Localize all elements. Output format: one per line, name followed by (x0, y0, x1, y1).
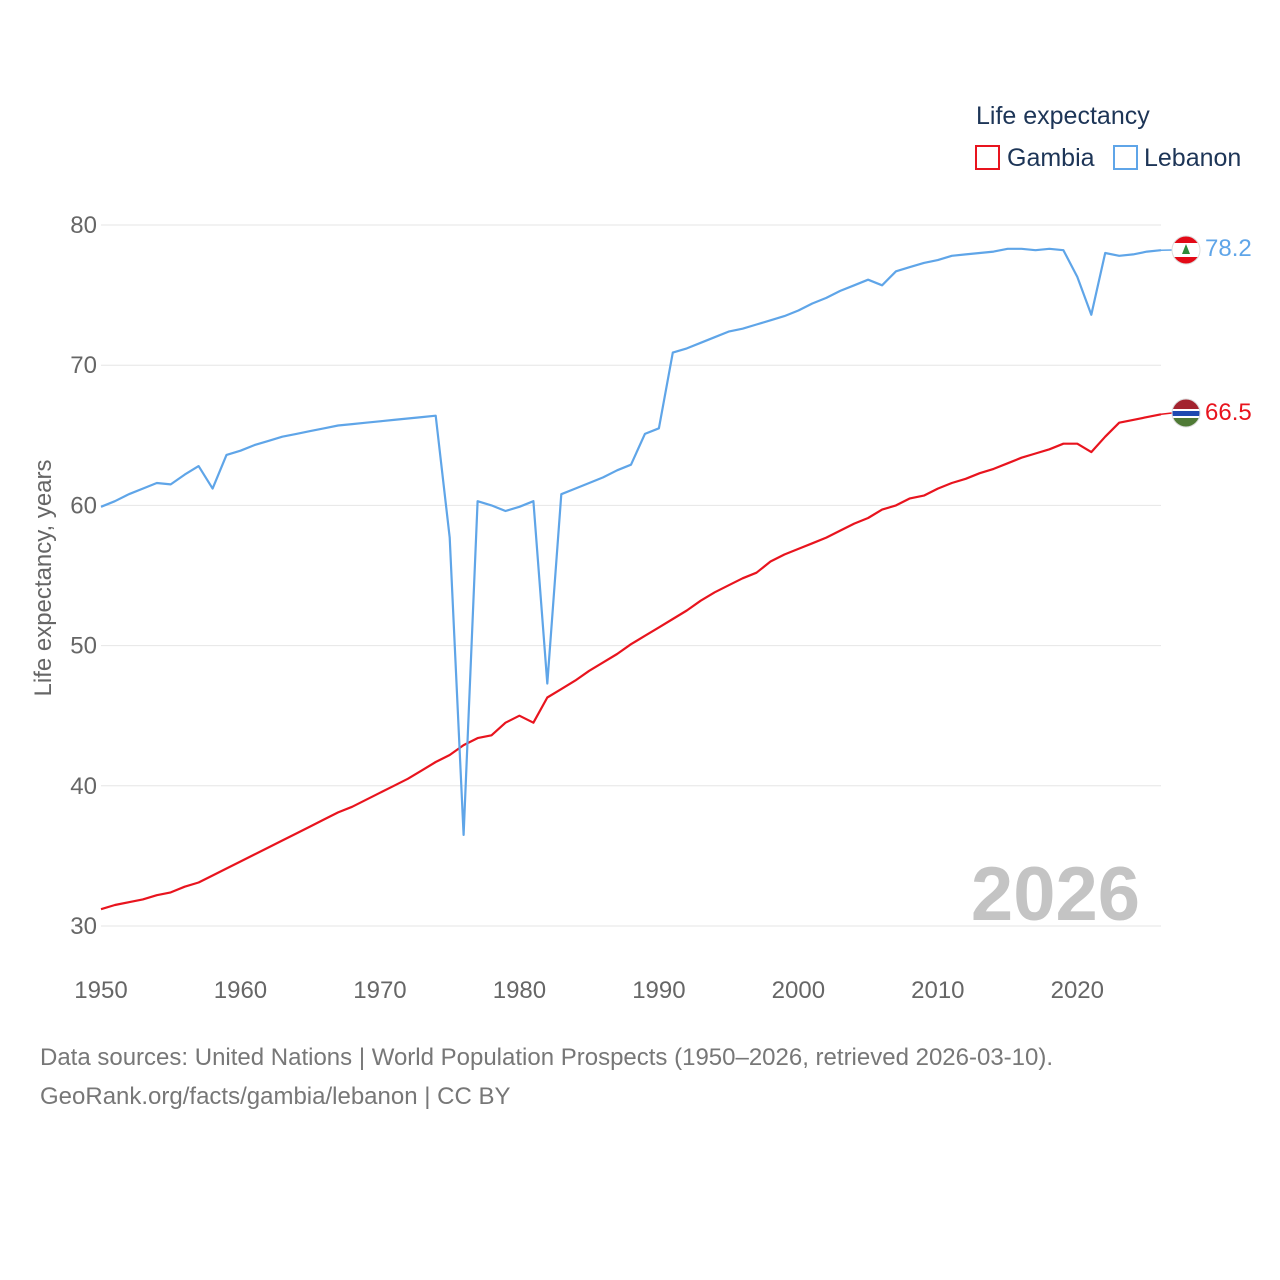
lebanon-end-value: 78.2 (1205, 235, 1252, 262)
gambia-end-value: 66.5 (1205, 399, 1252, 426)
y-tick-70: 70 (70, 352, 97, 379)
y-tick-80: 80 (70, 212, 97, 239)
legend-swatch-gambia[interactable] (975, 145, 1000, 170)
x-tick-2000: 2000 (772, 977, 825, 1004)
y-axis-label: Life expectancy, years (30, 459, 57, 696)
lebanon-flag-icon (1172, 236, 1200, 264)
x-tick-2020: 2020 (1051, 977, 1104, 1004)
grid-lines (101, 224, 1161, 927)
y-tick-40: 40 (70, 773, 97, 800)
x-tick-1970: 1970 (353, 977, 406, 1004)
y-tick-labels: 30 40 50 60 70 80 (70, 212, 97, 940)
lebanon-flag-border (1171, 235, 1201, 265)
footer-credit[interactable]: GeoRank.org/facts/gambia/lebanon | CC BY (40, 1083, 511, 1110)
x-tick-2010: 2010 (911, 977, 964, 1004)
y-tick-60: 60 (70, 492, 97, 519)
year-watermark: 2026 (971, 852, 1140, 937)
legend-label-gambia[interactable]: Gambia (1007, 144, 1095, 172)
legend: Life expectancy Gambia Lebanon (975, 102, 1241, 172)
y-tick-50: 50 (70, 633, 97, 660)
series-line-lebanon[interactable] (100, 247, 1162, 837)
gambia-flag-border (1171, 398, 1201, 428)
gambia-flag-icon (1172, 399, 1200, 427)
legend-label-lebanon[interactable]: Lebanon (1144, 144, 1241, 172)
footer-sources: Data sources: United Nations | World Pop… (40, 1044, 1054, 1071)
y-tick-30: 30 (70, 913, 97, 940)
series-line-gambia[interactable] (100, 413, 1162, 911)
legend-swatch-lebanon[interactable] (1113, 145, 1138, 170)
end-connector-gambia (1160, 412, 1173, 416)
x-tick-labels: 1950 1960 1970 1980 1990 2000 2010 2020 (74, 977, 1104, 1004)
x-tick-1950: 1950 (74, 977, 127, 1004)
x-tick-1980: 1980 (493, 977, 546, 1004)
series-lines (100, 247, 1173, 911)
x-tick-1960: 1960 (214, 977, 267, 1004)
legend-title: Life expectancy (976, 102, 1150, 130)
x-tick-1990: 1990 (632, 977, 685, 1004)
